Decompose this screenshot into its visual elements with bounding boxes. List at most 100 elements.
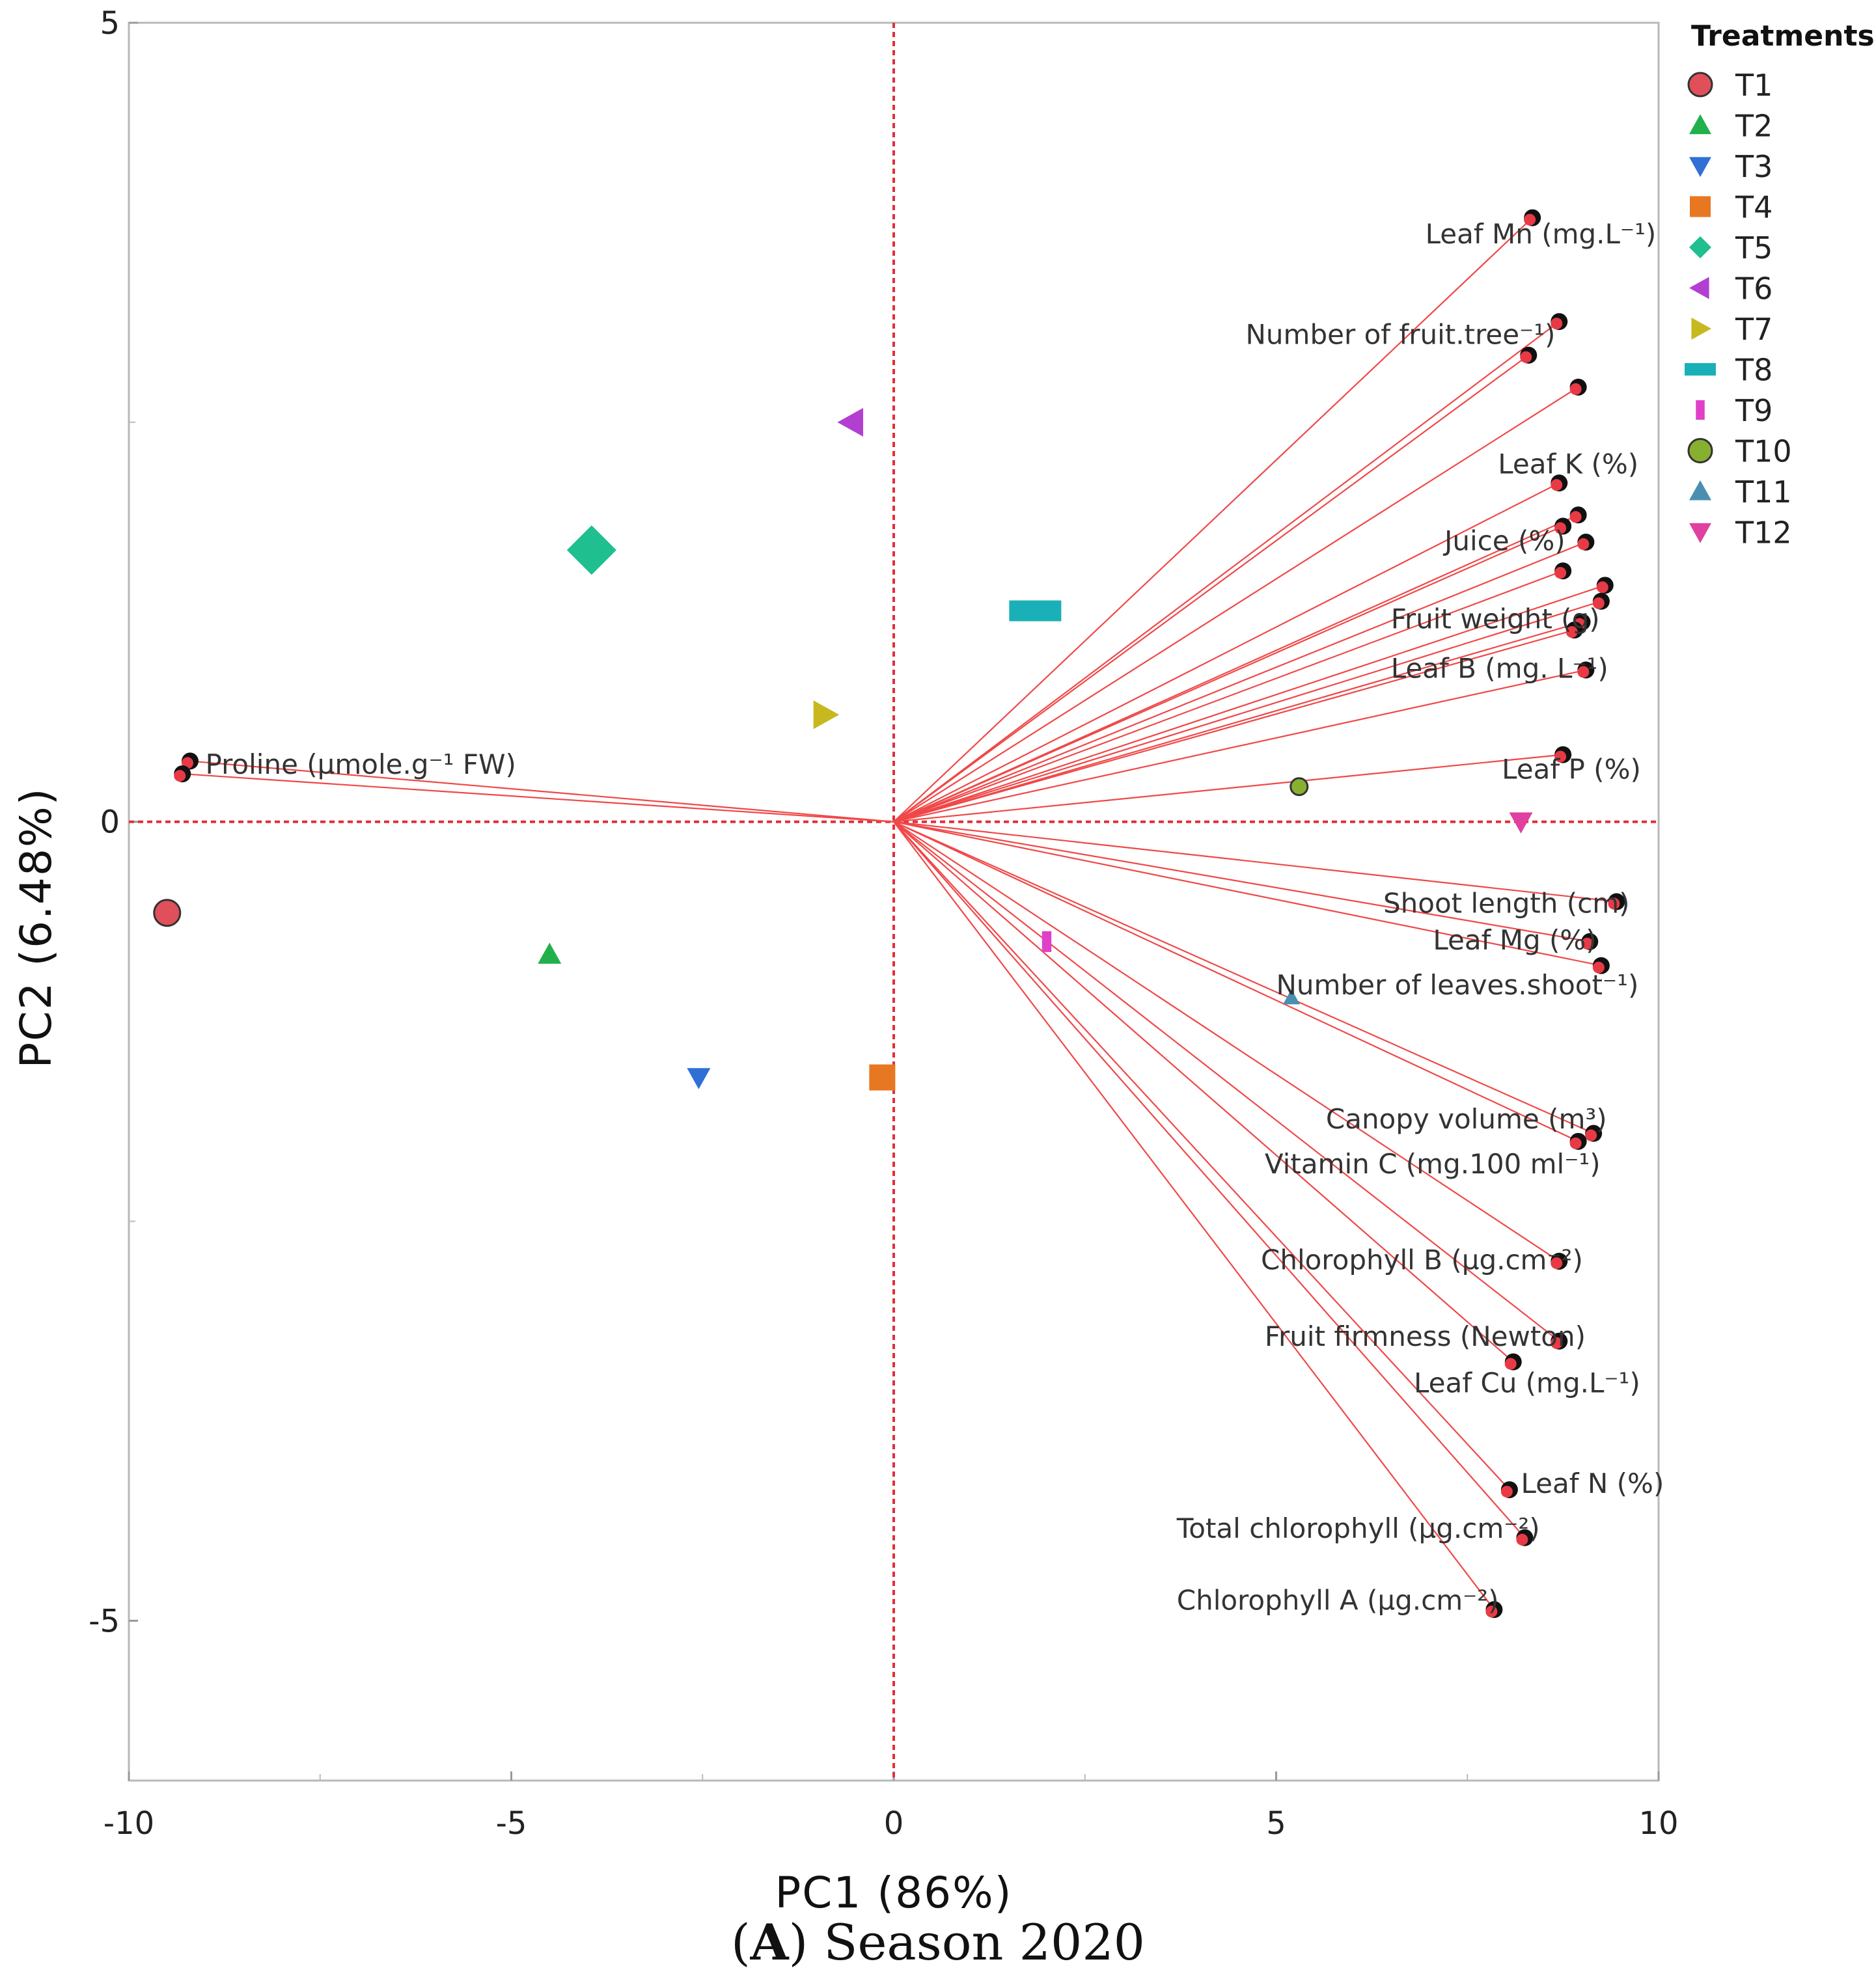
loading-vector — [893, 821, 1579, 1142]
loading-vector — [893, 669, 1586, 823]
treatment-point-t1 — [153, 899, 182, 927]
loading-vector — [893, 821, 1560, 1262]
legend-label-t8: T8 — [1735, 353, 1773, 388]
legend-marker-t8 — [1685, 362, 1716, 376]
loading-vector — [893, 386, 1579, 823]
variable-label: Leaf Mn (mg.L⁻¹) — [1426, 218, 1657, 250]
x-tick-label: -10 — [103, 1805, 154, 1842]
loading-endpoint-fill — [1554, 567, 1567, 579]
loading-vector — [893, 821, 1526, 1538]
loading-vector — [893, 821, 1594, 1134]
variable-labels: Leaf Mn (mg.L⁻¹) Number of fruit.tree⁻¹) L… — [206, 218, 1664, 1616]
variable-label: Chlorophyll A (µg.cm⁻²) — [1177, 1584, 1499, 1616]
treatment-point-t2 — [538, 942, 562, 964]
legend-label-t10: T10 — [1735, 434, 1792, 469]
legend-marker-t7 — [1691, 318, 1711, 340]
legend-marker-t9 — [1696, 400, 1705, 420]
x-tick-label: 10 — [1638, 1805, 1678, 1842]
legend: Treatments T1 T2 T3 T4 T5 T6 T7 T8 T9 T10 T11 T12 — [1685, 20, 1875, 551]
legend-label-t7: T7 — [1735, 312, 1773, 347]
loading-endpoint-fill — [1520, 351, 1532, 363]
variable-label: Vitamin C (mg.100 ml⁻¹) — [1265, 1148, 1601, 1180]
treatment-point-t4 — [869, 1064, 896, 1091]
loading-endpoint-fill — [1581, 937, 1593, 950]
legend-marker-t4 — [1690, 196, 1711, 217]
x-tick-label: 5 — [1266, 1805, 1286, 1842]
loading-endpoint-fill — [1551, 479, 1563, 491]
loading-endpoint-fill — [1569, 383, 1582, 395]
loading-vector — [893, 217, 1533, 823]
loading-vector — [893, 354, 1529, 823]
loading-vector — [893, 525, 1564, 823]
loading-vector — [893, 821, 1617, 903]
loading-endpoint-fill — [1577, 538, 1590, 551]
y-tick-label: -5 — [89, 1603, 120, 1639]
loading-endpoint-fill — [1551, 1257, 1563, 1269]
loading-vector — [893, 821, 1602, 966]
variable-label: Proline (µmole.g⁻¹ FW) — [206, 748, 516, 780]
loading-vector — [189, 760, 894, 823]
loading-endpoint-fill — [1504, 1358, 1517, 1370]
variable-label: Chlorophyll B (µg.cm⁻²) — [1261, 1244, 1583, 1276]
variable-label: Number of fruit.tree⁻¹) — [1246, 319, 1556, 351]
caption-letter: A — [750, 1913, 789, 1971]
loading-vector — [893, 821, 1514, 1363]
loading-vector — [893, 754, 1564, 823]
legend-marker-t11 — [1689, 480, 1711, 500]
loading-endpoint-fill — [1524, 213, 1536, 226]
loading-vector — [893, 321, 1560, 823]
treatment-point-t6 — [837, 407, 863, 437]
loading-vector — [893, 821, 1590, 942]
variable-label: Leaf Cu (mg.L⁻¹) — [1414, 1367, 1640, 1399]
loading-endpoint-fill — [1554, 750, 1567, 763]
loading-endpoint-fill — [1592, 597, 1605, 609]
variable-label: Leaf P (%) — [1502, 753, 1641, 785]
legend-marker-t3 — [1689, 157, 1711, 177]
loading-endpoint-fill — [1596, 581, 1608, 594]
loading-endpoint-fill — [1551, 318, 1563, 330]
loading-vector — [893, 629, 1575, 823]
legend-title: Treatments — [1691, 20, 1875, 53]
treatment-point-t12 — [1509, 812, 1533, 834]
loading-endpoint-fill — [1569, 1137, 1582, 1149]
x-tick-label: 0 — [884, 1805, 904, 1842]
variable-label: Leaf B (mg. L⁻¹) — [1391, 653, 1608, 685]
loading-vector — [893, 541, 1586, 823]
loading-endpoint-fill — [1566, 626, 1578, 638]
variable-label: Fruit weight (g) — [1391, 603, 1600, 635]
loading-vector — [893, 621, 1582, 823]
loading-vector — [893, 482, 1560, 823]
loading-vector — [182, 772, 894, 823]
x-tick-label: -5 — [496, 1805, 527, 1842]
treatment-point-t3 — [687, 1068, 711, 1089]
y-tick-label: 5 — [100, 5, 120, 42]
caption-text: Season 2020 — [808, 1913, 1146, 1971]
legend-label-t2: T2 — [1735, 109, 1773, 144]
legend-label-t11: T11 — [1735, 474, 1792, 510]
loading-vector — [893, 584, 1606, 823]
variable-label: Fruit firmness (Newton) — [1265, 1320, 1586, 1352]
treatment-point-t10 — [1290, 777, 1309, 797]
loading-endpoint-fill — [1554, 522, 1567, 534]
loading-endpoint-fill — [1516, 1533, 1528, 1546]
loading-endpoint-fill — [1500, 1486, 1513, 1498]
variable-label: Leaf Mg (%) — [1433, 924, 1596, 956]
loading-vector — [893, 821, 1495, 1610]
legend-marker-t10 — [1687, 438, 1713, 463]
legend-marker-t6 — [1689, 277, 1709, 299]
loading-endpoint-fill — [1485, 1605, 1498, 1618]
loading-vector — [893, 570, 1564, 823]
treatment-point-t9 — [1041, 931, 1052, 952]
axis-ticks: -10 -5 0 5 10 5 0 -5 — [89, 5, 1678, 1842]
loading-endpoint-fill — [1585, 1129, 1597, 1141]
legend-label-t6: T6 — [1735, 271, 1773, 307]
variable-label: Juice (%) — [1442, 525, 1566, 556]
loading-endpoint-fill — [1569, 511, 1582, 523]
loading-vector — [893, 821, 1560, 1342]
loading-endpoint-fill — [1577, 666, 1590, 678]
legend-label-t12: T12 — [1735, 515, 1792, 551]
legend-marker-t12 — [1689, 523, 1711, 543]
loading-endpoint-fill — [174, 770, 186, 782]
treatment-point-t5 — [566, 525, 616, 575]
